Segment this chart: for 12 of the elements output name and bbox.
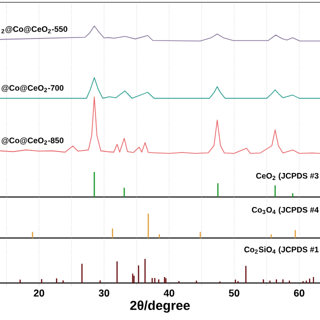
series-label: @Co@CeO$_{2}$-850 — [2, 138, 64, 145]
x-tick-label: 30 — [98, 290, 110, 297]
series-label: CeO$_{2}$ (JCPDS #3 — [256, 172, 318, 180]
series-label: $_{2}$@Co@CeO$_{2}$-550 — [1, 26, 68, 34]
x-tick-label: 50 — [228, 290, 240, 297]
x-axis-title: 2θ/degree — [130, 300, 190, 313]
series-label: @Co@CeO$_{2}$-700 — [2, 84, 64, 92]
series-label: Co$_{2}$SiO$_{4}$ (JCPDS #1 — [244, 246, 319, 254]
x-tick-label: 20 — [34, 290, 44, 297]
x-tick-label: 40 — [164, 290, 174, 297]
text: Co$_{3}$O$_{4}$ (JCPDS #4 — [252, 206, 319, 214]
x-tick-label: 60 — [294, 290, 304, 297]
